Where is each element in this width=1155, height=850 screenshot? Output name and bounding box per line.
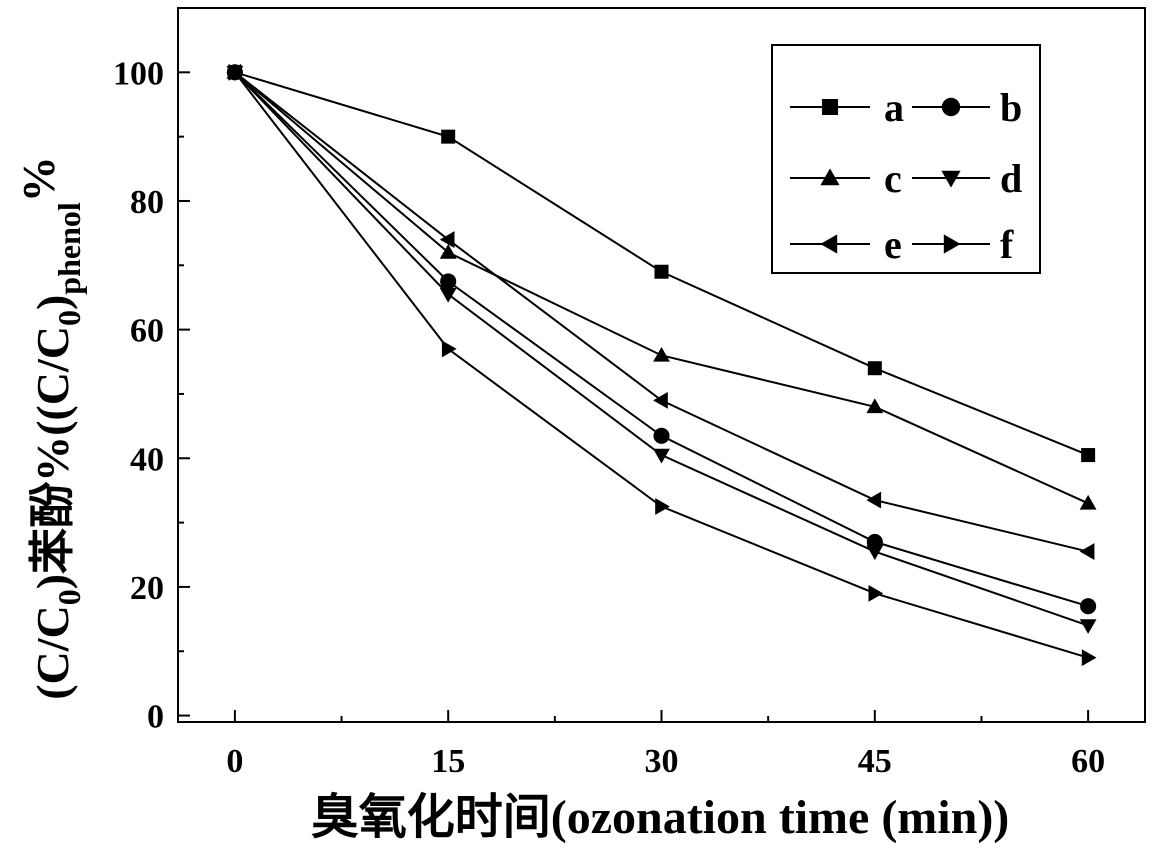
series-d-point (866, 545, 884, 560)
y-axis-title-sub1: 0 (51, 589, 87, 605)
y-tick-label: 20 (130, 570, 164, 607)
y-axis-title-mid2: ) (27, 295, 78, 310)
legend: a b c d e f (771, 44, 1041, 274)
legend-e-label: e (884, 222, 902, 267)
legend-c-label: c (884, 156, 902, 201)
y-tick-label: 0 (147, 699, 164, 736)
legend-b-label: b (1000, 85, 1022, 130)
series-f-point (228, 63, 244, 81)
series-f-point (1081, 649, 1097, 667)
series-b-point (440, 273, 457, 290)
series-c-point (866, 398, 884, 414)
series-e-point (866, 491, 882, 509)
y-tick-label: 40 (130, 441, 164, 478)
x-tick-label: 15 (431, 743, 465, 780)
series-group (226, 63, 1097, 667)
series-e-point (439, 231, 455, 248)
y-axis-title: (C/C0)苯酚%((C/C0)phenol% (13, 156, 87, 700)
legend-d-label: d (1000, 156, 1022, 201)
y-axis-title-main: (C/C (27, 605, 78, 700)
x-tick-label: 0 (226, 743, 243, 780)
series-c-point (439, 244, 457, 259)
series-b-point (653, 427, 670, 444)
x-axis-title: 臭氧化时间(ozonation time (min)) (311, 791, 1010, 844)
series-f-point (655, 498, 670, 515)
series-a-point (1081, 448, 1096, 463)
y-tick-label: 100 (113, 55, 164, 92)
series-f-point (868, 584, 884, 602)
series-b-point (1080, 598, 1097, 615)
y-axis-title-end: % (13, 156, 64, 202)
legend-e-marker (820, 234, 838, 254)
x-tick-label: 45 (858, 743, 892, 780)
axis-titles: 臭氧化时间(ozonation time (min)) (C/C0)苯酚%((C… (13, 156, 1009, 844)
legend-c-marker (820, 168, 840, 186)
legend-b-marker (941, 97, 961, 117)
legend-box (771, 44, 1041, 274)
legend-f-label: f (1000, 222, 1014, 267)
series-c-point (653, 346, 670, 362)
series-d-point (1079, 619, 1097, 634)
x-tick-label: 30 (645, 743, 679, 780)
series-e-point (653, 391, 668, 409)
y-axis-title-sub2: 0 (51, 310, 87, 326)
series-a-point (654, 264, 669, 279)
series-f-point (441, 340, 457, 358)
legend-d-marker (941, 170, 961, 188)
series-d-point (439, 287, 457, 303)
legend-a-label: a (884, 85, 904, 130)
series-a-point (441, 129, 456, 144)
legend-f-marker (943, 234, 961, 254)
series-d-point (653, 448, 670, 464)
series-a-point (867, 361, 882, 376)
series-c-point (1079, 494, 1097, 510)
y-tick-label: 60 (130, 313, 164, 350)
legend-a-marker (822, 99, 838, 115)
plot-frame-group: 0 15 30 45 60 0 20 40 60 80 100 (113, 7, 1146, 780)
series-e-point (1079, 543, 1095, 560)
y-tick-label: 80 (130, 184, 164, 221)
x-tick-label: 60 (1071, 743, 1105, 780)
y-axis-title-sub3: phenol (51, 202, 87, 295)
y-axis-title-mid: )苯酚%((C/C (27, 326, 78, 589)
